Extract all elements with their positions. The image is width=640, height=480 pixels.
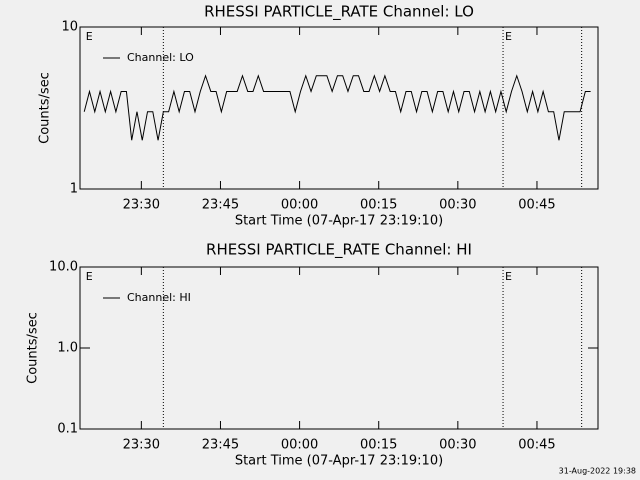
event-label: E (505, 270, 512, 283)
timestamp: 31-Aug-2022 19:38 (559, 467, 636, 476)
x-tick-label: 23:45 (202, 438, 239, 453)
x-tick-label: 00:15 (360, 438, 397, 453)
x-tick-label: 00:45 (518, 438, 555, 453)
data-line (83, 74, 591, 141)
y-tick-label: 1.0 (57, 341, 78, 356)
y-tick-label: 1 (70, 182, 78, 197)
x-tick-label: 00:30 (439, 438, 476, 453)
x-tick-label: 00:45 (518, 198, 555, 213)
x-tick-label: 00:30 (439, 198, 476, 213)
x-tick-label: 23:45 (202, 198, 239, 213)
y-tick-label: 10 (61, 20, 78, 35)
y-axis-title: Counts/sec (26, 312, 41, 384)
x-axis-title: Start Time (07-Apr-17 23:19:10) (235, 454, 443, 469)
x-tick-label: 00:15 (360, 198, 397, 213)
legend-label: Channel: LO (127, 51, 194, 64)
y-tick-label: 0.1 (57, 422, 78, 437)
legend-label: Channel: HI (127, 291, 191, 304)
event-label: E (86, 30, 93, 43)
plot-frame (79, 26, 599, 190)
x-tick-label: 00:00 (281, 198, 318, 213)
y-axis-title: Counts/sec (38, 72, 53, 144)
y-tick-label: 10.0 (49, 260, 78, 275)
chart-title: RHESSI PARTICLE_RATE Channel: HI (206, 241, 472, 260)
event-label: E (86, 270, 93, 283)
x-tick-label: 23:30 (123, 438, 160, 453)
x-tick-label: 23:30 (123, 198, 160, 213)
x-axis-title: Start Time (07-Apr-17 23:19:10) (235, 214, 443, 229)
x-tick-label: 00:00 (281, 438, 318, 453)
chart-title: RHESSI PARTICLE_RATE Channel: LO (204, 3, 474, 22)
event-label: E (505, 30, 512, 43)
